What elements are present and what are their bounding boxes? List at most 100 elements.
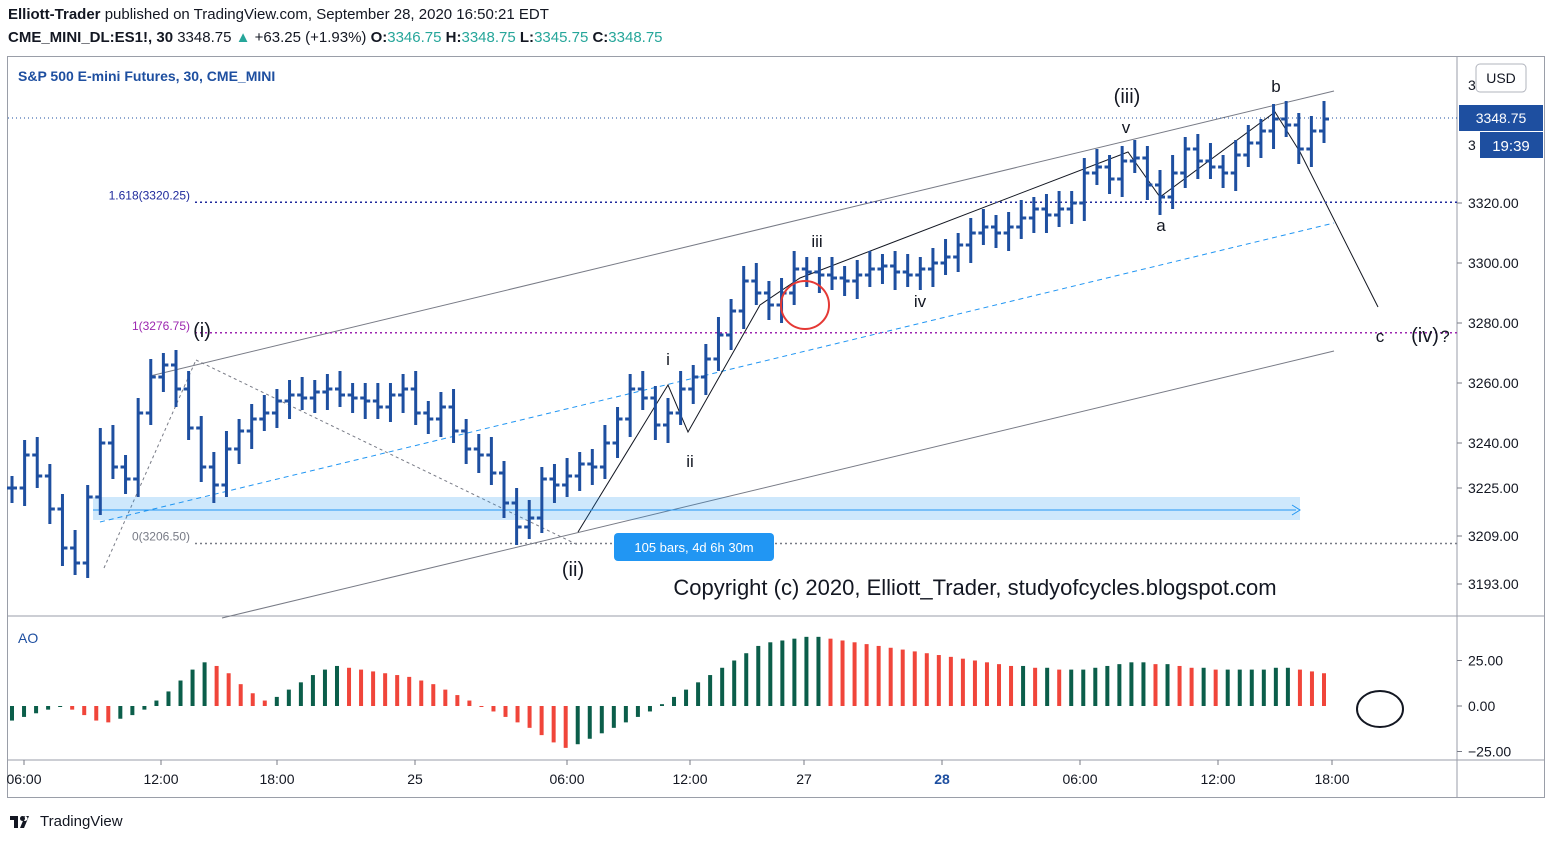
high-label: H: (445, 29, 462, 46)
ao-bar (1105, 665, 1110, 706)
ao-bar (708, 675, 713, 706)
price-bar (120, 455, 131, 494)
price-bar (726, 299, 737, 350)
ao-bar (816, 636, 821, 706)
price-bar (562, 458, 573, 497)
price-bar (1281, 101, 1292, 137)
ao-bar (431, 684, 436, 706)
price-bar (398, 374, 409, 413)
ao-bar (1141, 662, 1146, 706)
last-price-badge (1459, 105, 1543, 131)
tradingview-logo-icon[interactable] (8, 812, 34, 830)
last-price: 3348.75 (177, 29, 232, 46)
ao-bar (1237, 669, 1242, 706)
ao-bar (467, 700, 472, 706)
highlight-circle (780, 280, 830, 330)
ao-bar (527, 706, 532, 728)
price-bar (1129, 140, 1140, 173)
price-bar (145, 359, 156, 425)
fib-label: 0(3206.50) (132, 530, 190, 544)
ao-bar (984, 662, 989, 706)
ao-bar (659, 704, 664, 706)
price-bar (902, 254, 913, 287)
wave-label: i (666, 350, 670, 369)
ao-bar (732, 660, 737, 706)
wave-label: (i) (193, 320, 211, 342)
range-badge-text: 105 bars, 4d 6h 30m (634, 540, 753, 555)
price-bar (196, 416, 207, 482)
ao-bar (997, 664, 1002, 706)
price-bar (839, 266, 850, 296)
ao-bar (1309, 671, 1314, 706)
wave-label: c (1376, 327, 1385, 346)
price-bar (688, 365, 699, 404)
y-tick-label: 3320.00 (1468, 195, 1519, 211)
symbol-name[interactable]: CME_MINI_DL:ES1!, 30 (8, 29, 174, 46)
price-bar (322, 374, 333, 410)
ao-bar (274, 696, 279, 706)
ao-bar (1021, 665, 1026, 706)
currency-label: USD (1486, 70, 1516, 86)
channel-mid-line (99, 222, 1335, 523)
ao-bar (130, 706, 135, 716)
price-bar (637, 371, 648, 410)
ao-bar (443, 689, 448, 706)
price-bar (183, 371, 194, 440)
published-text: published on TradingView.com, September … (104, 6, 549, 23)
price-bar (625, 374, 636, 437)
ao-bar (1249, 669, 1254, 706)
price-bar (208, 452, 219, 503)
ao-tick-label: 25.00 (1468, 653, 1503, 669)
ao-bar (322, 669, 327, 706)
channel-lines (99, 90, 1379, 619)
last-price-label: 3348.75 (1476, 110, 1527, 126)
ao-bar (286, 689, 291, 706)
price-bar (473, 434, 484, 473)
ao-bar (34, 706, 39, 714)
ao-bar (720, 667, 725, 706)
ao-bar (611, 706, 616, 728)
price-bar (1205, 143, 1216, 179)
price-bar (587, 449, 598, 485)
ao-bar (395, 675, 400, 706)
wave-label: (iv) (1411, 325, 1439, 347)
ao-bar (551, 706, 556, 743)
price-bar (284, 380, 295, 419)
ao-bar (647, 706, 652, 712)
grid (8, 57, 1545, 797)
ao-bar (22, 706, 27, 717)
channel-lower-line (221, 350, 1335, 619)
ao-histogram: AO (10, 630, 1326, 748)
price-bar (1104, 155, 1115, 194)
price-bar (1091, 149, 1102, 185)
price-bar (347, 383, 358, 413)
ao-bar (1081, 669, 1086, 706)
high-value: 3348.75 (461, 29, 516, 46)
ao-bar (1261, 669, 1266, 706)
price-bar (852, 260, 863, 299)
low-value: 3345.75 (534, 29, 589, 46)
price-bar (675, 371, 686, 425)
author-name[interactable]: Elliott-Trader (8, 6, 101, 23)
price-change: +63.25 (+1.93%) (254, 29, 367, 46)
y-tick-label: 3280.00 (1468, 315, 1519, 331)
range-box: 105 bars, 4d 6h 30m (93, 497, 1301, 561)
ao-bar (1117, 664, 1122, 706)
open-value: 3346.75 (387, 29, 442, 46)
ao-bar (371, 671, 376, 706)
ao-bar (852, 642, 857, 706)
ao-bar (1201, 667, 1206, 706)
ao-bar (118, 706, 123, 719)
tradingview-brand[interactable]: TradingView (40, 812, 123, 830)
countdown-label: 19:39 (1492, 138, 1530, 155)
price-bar (246, 404, 257, 449)
ao-bar (334, 665, 339, 706)
price-bar (1218, 155, 1229, 188)
ao-bar (1093, 667, 1098, 706)
ao-bar (503, 706, 508, 717)
ao-bar (383, 673, 388, 706)
x-tick-label: 28 (934, 771, 950, 787)
price-bar (991, 215, 1001, 248)
x-tick-label: 06:00 (1062, 771, 1097, 787)
